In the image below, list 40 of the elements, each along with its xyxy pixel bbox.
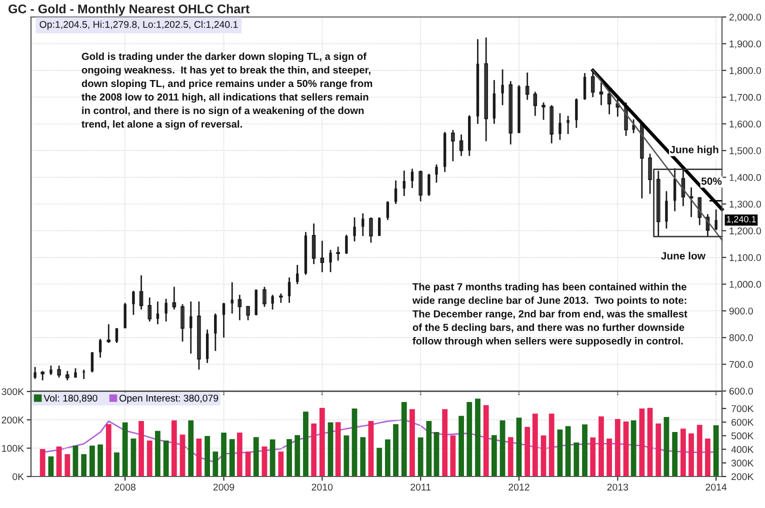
annotation: 50% [701, 177, 722, 185]
annotation: The past 7 months trading has been contained within the wide range decline bar of June 2013. Two points to note: The December range, 2nd bar from end, was the smallest of the 5 decling bars, and there was no further downside follow through when sellers were supposedly in control. [412, 282, 688, 347]
annotation: June high [670, 146, 718, 156]
y-tick-label: 800.0 [729, 334, 753, 342]
y-tick-label: 2,000.0 [729, 14, 761, 22]
x-tick-label: 2013 [607, 484, 628, 491]
y2-tick-label: 400K [731, 446, 754, 453]
y-tick-label: 1,600.0 [730, 120, 761, 129]
chart-title: GC - Gold - Monthly Nearest OHLC Chart [8, 4, 250, 16]
y-tick-label: 600.0 [729, 388, 753, 395]
y-tick-label: 1,800.0 [730, 67, 761, 76]
y-tick-label: 1,400.0 [730, 174, 761, 182]
y-tick-label: 1,200.0 [730, 227, 761, 236]
y2-tick-label: 600K [732, 418, 754, 426]
y-tick-label: 1,300.0 [730, 200, 761, 209]
y2-tick-label: 500K [731, 432, 754, 440]
x-tick-label: 2011 [410, 484, 431, 491]
y-tick-label: 200K [2, 416, 24, 424]
y-tick-label: 300K [2, 388, 24, 396]
annotation: June low [661, 252, 706, 260]
y-tick-label: 1,700.0 [730, 94, 761, 102]
x-tick-label: 2012 [508, 484, 530, 491]
text: 1,240.1 [726, 216, 756, 224]
x-tick-label: 2014 [706, 484, 727, 491]
annotation: Gold is trading under the darker down sloping TL, a sign of ongoing weakness. It has yet to break the thin, and steeper, down sloping TL, and price remains under a 50% range from the 2008 low to 2011 high, all indications that sellers remain in control, and there is no sign of a weakening of the down trend, let alone a sign of reversal. [82, 52, 372, 130]
x-tick-label: 2009 [213, 484, 234, 491]
x-tick-label: 2008 [114, 484, 136, 491]
x-tick-label: 2010 [312, 484, 333, 491]
legend-label: Open Interest: 380,079 [120, 394, 218, 404]
y-tick-label: 1,900.0 [730, 40, 761, 48]
y-tick-label: 700.0 [729, 361, 753, 368]
y-tick-label: 1,000.0 [730, 280, 761, 289]
y2-tick-label: 700K [732, 405, 754, 412]
y-tick-label: 0K [12, 473, 24, 480]
y-tick-label: 100K [2, 444, 24, 452]
legend-label: Vol: 180,890 [44, 394, 98, 403]
y-tick-label: 1,500.0 [730, 147, 761, 156]
y-tick-label: 900.0 [729, 308, 753, 314]
annotation: Op:1,204.5, Hi:1,279.8, Lo:1,202.5, Cl:1,240.1 [40, 20, 238, 30]
y-tick-label: 1,100.0 [730, 254, 761, 262]
